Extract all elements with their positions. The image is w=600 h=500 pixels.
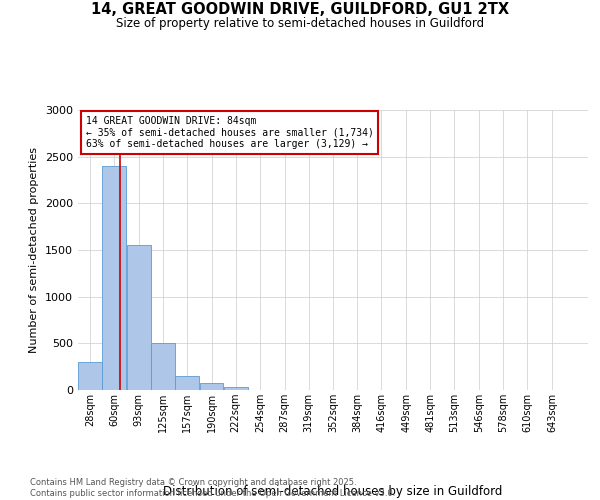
Bar [78,362,102,390]
Bar [151,344,175,390]
Text: 14 GREAT GOODWIN DRIVE: 84sqm
← 35% of semi-detached houses are smaller (1,734)
: 14 GREAT GOODWIN DRIVE: 84sqm ← 35% of s… [86,116,374,149]
Bar [127,246,151,390]
Bar [200,382,223,390]
X-axis label: Distribution of semi-detached houses by size in Guildford: Distribution of semi-detached houses by … [163,485,503,498]
Bar [224,387,248,390]
Text: 14, GREAT GOODWIN DRIVE, GUILDFORD, GU1 2TX: 14, GREAT GOODWIN DRIVE, GUILDFORD, GU1 … [91,2,509,18]
Text: Contains HM Land Registry data © Crown copyright and database right 2025.
Contai: Contains HM Land Registry data © Crown c… [30,478,395,498]
Text: Size of property relative to semi-detached houses in Guildford: Size of property relative to semi-detach… [116,18,484,30]
Bar [175,376,199,390]
Bar [102,166,126,390]
Y-axis label: Number of semi-detached properties: Number of semi-detached properties [29,147,40,353]
